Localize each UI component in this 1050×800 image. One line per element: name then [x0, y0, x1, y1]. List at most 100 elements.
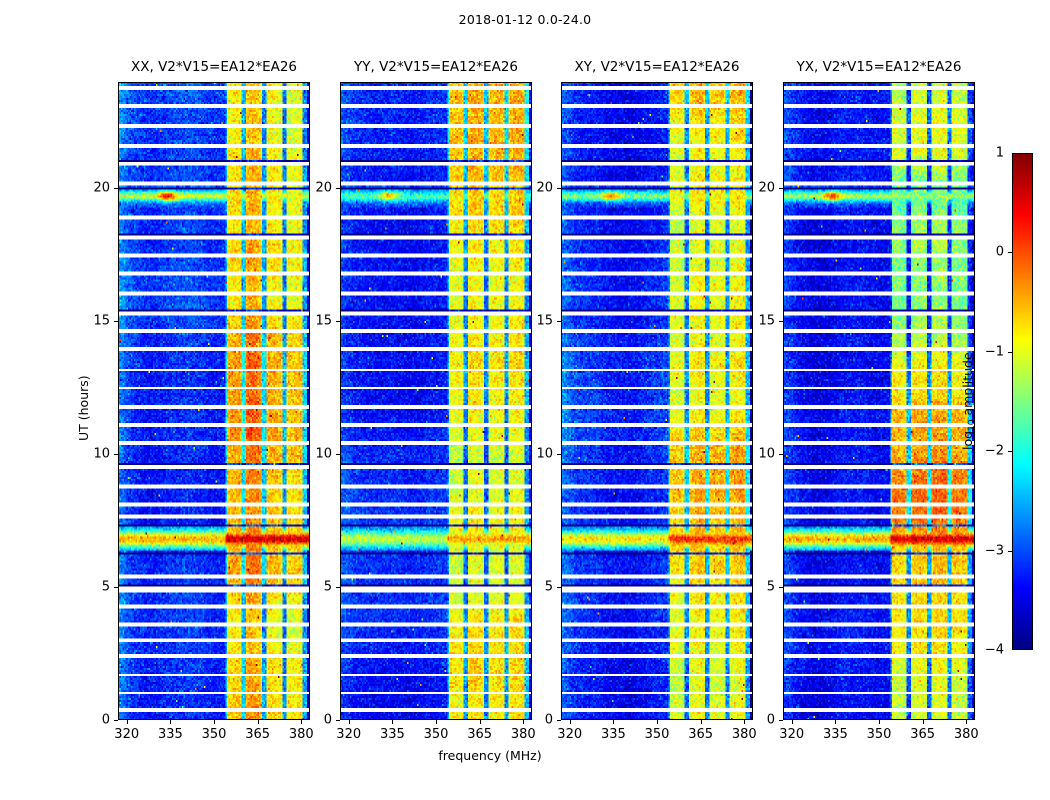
- xtick-mark: [523, 720, 525, 724]
- panel-yy: YY, V2*V15=EA12*EA26: [340, 59, 532, 720]
- ytick-mark: [779, 587, 783, 589]
- ytick-label: 20: [93, 180, 110, 196]
- xtick-mark: [613, 720, 615, 724]
- xtick-label: 380: [731, 727, 757, 742]
- xtick-mark: [479, 720, 481, 724]
- dynamic-spectrum-xx: [118, 82, 310, 720]
- xtick-label: 365: [910, 727, 936, 742]
- ytick-label: 10: [93, 446, 110, 462]
- ytick-mark: [336, 188, 340, 190]
- ytick-label: 10: [315, 446, 332, 462]
- xtick-mark: [791, 720, 793, 724]
- ytick-mark: [336, 587, 340, 589]
- xtick-mark: [657, 720, 658, 724]
- xtick-mark: [392, 720, 394, 724]
- xtick-mark: [835, 720, 837, 724]
- xtick-mark: [700, 720, 702, 724]
- ytick-mark: [336, 720, 340, 721]
- xtick-mark: [126, 720, 128, 724]
- ytick-mark: [336, 454, 340, 456]
- ytick-mark: [557, 188, 561, 190]
- xtick-mark: [922, 720, 924, 724]
- xtick-label: 380: [288, 727, 314, 742]
- ytick-label: 20: [758, 180, 775, 196]
- ytick-mark: [779, 321, 783, 323]
- xtick-mark: [569, 720, 571, 724]
- ytick-mark: [114, 188, 118, 190]
- panel-title-yx: YX, V2*V15=EA12*EA26: [796, 59, 962, 75]
- dynamic-spectrum-xy: [561, 82, 753, 720]
- ytick-label: 0: [323, 712, 332, 728]
- xtick-label: 335: [157, 727, 183, 742]
- colorbar-label-subscript: 10: [966, 418, 977, 431]
- ytick-label: 5: [766, 579, 775, 595]
- xtick-label: 365: [688, 727, 714, 742]
- ytick-label: 10: [758, 446, 775, 462]
- ytick-mark: [779, 188, 783, 190]
- ytick-label: 20: [536, 180, 553, 196]
- colorbar-tick-label: −3: [984, 543, 1004, 559]
- colorbar-label-prefix: log: [960, 430, 975, 450]
- xtick-mark: [301, 720, 303, 724]
- colorbar-tick-label: 0: [995, 244, 1004, 260]
- colorbar-tick-mark: [1008, 550, 1012, 552]
- xtick-label: 350: [423, 727, 449, 742]
- ytick-label: 10: [536, 446, 553, 462]
- colorbar-tick-label: 1: [995, 145, 1004, 161]
- ytick-label: 15: [536, 313, 553, 329]
- ytick-label: 5: [323, 579, 332, 595]
- colorbar-label: log10 amplitude: [960, 352, 977, 450]
- colorbar-tick-mark: [1008, 252, 1012, 254]
- colorbar-gradient: [1012, 153, 1033, 650]
- colorbar-label-suffix: amplitude: [960, 351, 975, 419]
- xtick-label: 320: [779, 727, 805, 742]
- ytick-label: 0: [101, 712, 110, 728]
- xtick-label: 335: [600, 727, 626, 742]
- xtick-mark: [170, 720, 172, 724]
- ytick-label: 5: [544, 579, 553, 595]
- ytick-mark: [336, 321, 340, 323]
- ytick-mark: [114, 321, 118, 323]
- dynamic-spectrum-yy: [340, 82, 532, 720]
- xtick-mark: [214, 720, 215, 724]
- ytick-mark: [779, 720, 783, 721]
- ytick-label: 0: [766, 712, 775, 728]
- panel-xy: XY, V2*V15=EA12*EA26: [561, 59, 753, 720]
- xtick-label: 365: [245, 727, 271, 742]
- xtick-mark: [744, 720, 746, 724]
- ytick-label: 15: [93, 313, 110, 329]
- figure-suptitle: 2018-01-12 0.0-24.0: [458, 12, 592, 27]
- ytick-label: 15: [315, 313, 332, 329]
- x-axis-label: frequency (MHz): [438, 748, 542, 763]
- xtick-mark: [257, 720, 259, 724]
- ytick-mark: [114, 720, 118, 721]
- xtick-mark: [966, 720, 968, 724]
- xtick-label: 365: [467, 727, 493, 742]
- ytick-mark: [114, 454, 118, 456]
- xtick-label: 335: [379, 727, 405, 742]
- ytick-label: 15: [758, 313, 775, 329]
- ytick-mark: [557, 321, 561, 323]
- panel-title-xx: XX, V2*V15=EA12*EA26: [130, 59, 298, 75]
- colorbar-tick-mark: [1008, 351, 1012, 353]
- y-axis-label: UT (hours): [76, 375, 91, 441]
- colorbar-tick-label: −4: [984, 642, 1004, 658]
- ytick-label: 0: [544, 712, 553, 728]
- colorbar-tick-label: −2: [984, 443, 1004, 459]
- ytick-label: 20: [315, 180, 332, 196]
- xtick-label: 335: [822, 727, 848, 742]
- panel-title-yy: YY, V2*V15=EA12*EA26: [353, 59, 519, 75]
- ytick-mark: [557, 720, 561, 721]
- xtick-label: 350: [866, 727, 892, 742]
- xtick-mark: [879, 720, 880, 724]
- xtick-mark: [436, 720, 437, 724]
- colorbar-tick-label: −1: [984, 344, 1004, 360]
- xtick-label: 320: [557, 727, 583, 742]
- panel-xx: XX, V2*V15=EA12*EA26: [118, 59, 310, 720]
- xtick-label: 380: [510, 727, 536, 742]
- ytick-mark: [557, 454, 561, 456]
- ytick-label: 5: [101, 579, 110, 595]
- xtick-label: 350: [201, 727, 227, 742]
- ytick-mark: [779, 454, 783, 456]
